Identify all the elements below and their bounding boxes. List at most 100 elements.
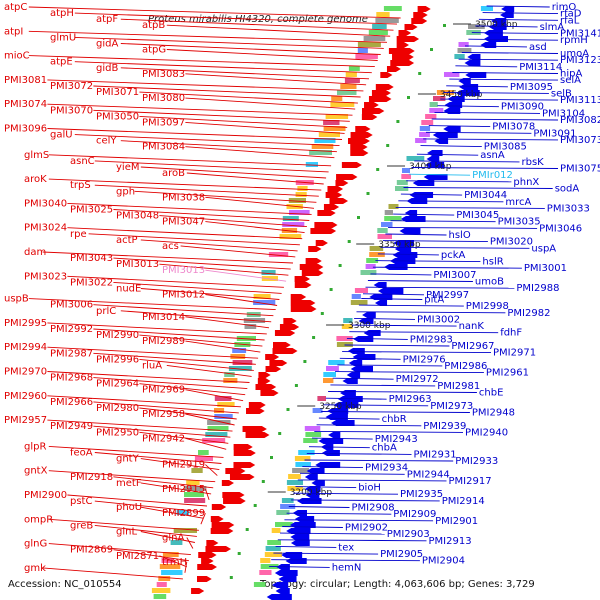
gene-label: metF <box>116 478 142 489</box>
forward-gene-arrow <box>274 330 296 336</box>
leader-line <box>93 425 231 438</box>
forward-gene-arrow <box>294 276 310 282</box>
leader-line <box>185 146 335 159</box>
forward-gene-arrow <box>396 42 409 48</box>
gene-label: gntY <box>116 454 140 465</box>
gene-label: PMI3081 <box>4 75 47 86</box>
feature-block <box>253 294 271 299</box>
forward-gene-arrow <box>380 72 393 78</box>
feature-block <box>153 594 167 599</box>
gene-label: PMI3002 <box>417 314 460 325</box>
feature-block <box>396 180 408 185</box>
leader-line <box>288 506 350 508</box>
feature-block <box>468 24 485 29</box>
leader-line <box>140 458 220 471</box>
forward-gene-arrow <box>404 24 418 30</box>
gene-label: PMI3013 <box>162 265 205 276</box>
gene-label: dam <box>24 247 46 258</box>
forward-gene-arrow <box>310 228 337 234</box>
feature-block <box>286 480 303 485</box>
leader-line <box>120 67 370 80</box>
feature-block <box>159 564 181 569</box>
feature-block <box>312 408 323 413</box>
reverse-gene-arrow <box>290 540 310 546</box>
leader-line <box>295 486 357 489</box>
leader-line <box>185 389 244 402</box>
reverse-gene-arrow <box>304 486 321 492</box>
gene-label: galU <box>50 130 73 141</box>
forward-gene-arrow <box>396 36 420 42</box>
feature-block <box>383 6 402 11</box>
reverse-gene-arrow <box>459 84 479 90</box>
forward-gene-arrow <box>255 384 277 390</box>
gene-label: PMI3090 <box>501 102 544 113</box>
leader-line <box>434 111 541 114</box>
reverse-gene-arrow <box>443 108 461 114</box>
gene-label: PMI2901 <box>435 516 478 527</box>
gene-label: PMI3084 <box>142 142 185 153</box>
leader-line <box>159 555 188 568</box>
gene-label: phnX <box>513 177 539 188</box>
leader-line <box>74 36 384 49</box>
feature-block <box>406 156 425 161</box>
feature-block <box>326 366 339 371</box>
leader-line <box>140 482 212 495</box>
leader-line <box>382 240 488 243</box>
feature-block <box>369 246 384 251</box>
feature-block <box>259 570 272 575</box>
leader-line <box>449 78 559 81</box>
leader-line <box>349 331 499 334</box>
gene-label: glnG <box>24 539 47 550</box>
forward-gene-arrow <box>246 408 265 414</box>
gene-label: PMI3072 <box>50 81 93 92</box>
leader-line <box>205 294 278 306</box>
forward-gene-arrow <box>279 324 300 330</box>
gene-label: sodA <box>555 184 580 195</box>
feature-block <box>224 372 235 377</box>
leader-line <box>184 561 188 573</box>
gene-label: rimO <box>552 2 577 13</box>
leader-line <box>47 322 267 335</box>
forward-gene-arrow <box>272 348 298 354</box>
leader-line <box>47 419 233 432</box>
gene-label: PMI2989 <box>142 336 185 347</box>
feature-block <box>369 252 385 257</box>
gene-label: PMI2990 <box>96 330 139 341</box>
feature-block <box>384 210 393 215</box>
gene-label: PMI2995 <box>4 318 47 329</box>
gene-label: PMI3073 <box>560 135 600 146</box>
leader-line <box>186 537 194 549</box>
leader-line <box>139 91 358 104</box>
gene-label: hemN <box>332 562 362 573</box>
leader-line <box>414 160 520 163</box>
leader-line <box>468 38 559 41</box>
gene-label: PMI2905 <box>380 549 423 560</box>
feature-block <box>295 192 307 197</box>
gene-label: chbE <box>479 388 504 399</box>
gene-label: PMI3113 <box>560 95 600 106</box>
leader-line <box>93 352 256 365</box>
feature-block <box>314 138 336 143</box>
gene-label: asd <box>529 42 547 53</box>
feature-block <box>344 78 360 83</box>
leader-line <box>134 190 317 203</box>
leader-line <box>403 187 553 189</box>
gene-label: PMI2904 <box>422 556 465 567</box>
gene-label: PMI2949 <box>50 421 93 432</box>
kbp-tick-label: 3250 kbp <box>319 402 362 412</box>
leader-line <box>408 173 471 176</box>
feature-block <box>268 252 289 257</box>
feature-block <box>330 102 355 107</box>
gene-label: PMI2996 <box>96 354 139 365</box>
leader-line <box>346 337 408 340</box>
forward-gene-arrow <box>350 150 369 156</box>
leader-line <box>140 288 280 300</box>
leader-line <box>314 430 464 433</box>
forward-gene-arrow <box>315 240 328 246</box>
feature-block <box>298 450 315 455</box>
feature-block <box>184 498 206 503</box>
gene-label: PMI2919 <box>162 460 205 471</box>
leader-line <box>478 18 559 21</box>
leader-line <box>277 539 427 542</box>
leader-line <box>120 43 381 55</box>
